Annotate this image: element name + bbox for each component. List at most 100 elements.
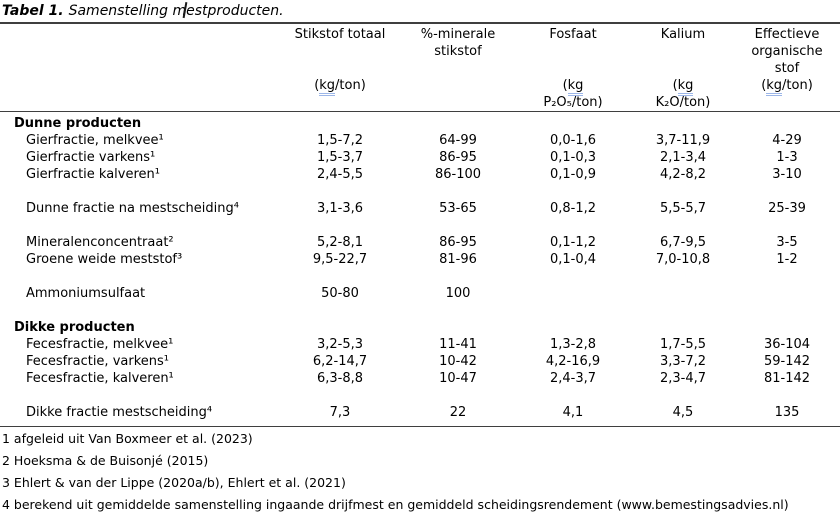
row-label: Groene weide meststof³ — [26, 252, 183, 267]
column-name: Fosfaat — [549, 27, 597, 42]
column-unit — [0, 77, 280, 111]
column-name: Stikstof totaal — [294, 27, 386, 42]
caption-text: Samenstelling mestproducten. — [68, 3, 284, 19]
cell — [630, 115, 736, 132]
table-row: Dikke producten — [0, 319, 840, 336]
row-label: Gierfractie, melkvee¹ — [26, 133, 164, 148]
column-header-fosfaat: Fosfaat (kg P₂O₅/ton) — [516, 26, 630, 111]
footnote: 3 Ehlert & van der Lippe (2020a/b), Ehle… — [2, 475, 346, 490]
table-row: Dikke fractie mestscheiding⁴ 7,3 22 4,1 4,5 1… — [0, 404, 840, 421]
cell: 86-100 — [434, 167, 482, 182]
table-body: Dunne producten Gierfractie, melkvee¹ 1,5-… — [0, 112, 840, 426]
cell: 3,1-3,6 — [316, 201, 364, 216]
cell: 135 — [774, 405, 800, 420]
cell: 5,2-8,1 — [316, 235, 364, 250]
spacer-row — [0, 183, 840, 200]
cell: 25-39 — [768, 201, 806, 216]
footnote: 4 berekend uit gemiddelde samenstelling … — [2, 497, 789, 512]
cell: 50-80 — [321, 286, 359, 301]
column-name — [0, 26, 280, 77]
cell — [630, 319, 736, 336]
row-label: Dunne fractie na mestscheiding⁴ — [26, 201, 239, 216]
cell: 7,3 — [329, 405, 351, 420]
cell: 1,5-7,2 — [316, 133, 364, 148]
grammar-underline: kg — [319, 78, 336, 96]
cell: 1,7-5,5 — [659, 337, 707, 352]
column-header-effectieve-organische-stof: Effectieve organische stof (kg/ton) — [736, 26, 838, 111]
column-unit: (kg/ton) — [280, 77, 400, 111]
cell: 1,3-2,8 — [549, 337, 597, 352]
cell: 64-99 — [439, 133, 477, 148]
spacer-row — [0, 302, 840, 319]
column-header-stikstof-totaal: Stikstof totaal (kg/ton) — [280, 26, 400, 111]
grammar-underline: kg — [567, 78, 584, 96]
table-row: Dunne fractie na mestscheiding⁴ 3,1-3,6 53… — [0, 200, 840, 217]
cell: 9,5-22,7 — [312, 252, 368, 267]
spacer-row — [0, 387, 840, 404]
column-unit — [400, 77, 516, 111]
cell — [516, 115, 630, 132]
cell: 59-142 — [763, 354, 811, 369]
table-bottom-rule — [0, 426, 840, 427]
cell: 2,1-3,4 — [659, 150, 707, 165]
cell: 0,0-1,6 — [549, 133, 597, 148]
cell — [280, 319, 400, 336]
cell: 2,4-5,5 — [316, 167, 364, 182]
cell: 0,8-1,2 — [549, 201, 597, 216]
column-header-minerale-stikstof: %-minerale stikstof — [400, 26, 516, 111]
table-caption: Tabel 1. Samenstelling mestproducten. — [0, 0, 840, 22]
cell — [630, 285, 736, 302]
cell: 3-10 — [772, 167, 802, 182]
cell: 0,1-0,4 — [549, 252, 597, 267]
cell — [280, 115, 400, 132]
row-label: Mineralenconcentraat² — [26, 235, 174, 250]
table-top-rule — [0, 22, 840, 24]
footnotes: 1 afgeleid uit Van Boxmeer et al. (2023)… — [0, 427, 840, 515]
cell: 4,5 — [672, 405, 694, 420]
column-name: %-minerale stikstof — [420, 27, 496, 59]
cell — [736, 285, 838, 302]
cell: 7,0-10,8 — [655, 252, 711, 267]
table-row: Groene weide meststof³ 9,5-22,7 81-96 0,1-0… — [0, 251, 840, 268]
cell: 0,1-1,2 — [549, 235, 597, 250]
cell — [400, 319, 516, 336]
cell: 86-95 — [439, 235, 477, 250]
footnote: 1 afgeleid uit Van Boxmeer et al. (2023) — [2, 431, 253, 446]
table-row: Mineralenconcentraat² 5,2-8,1 86-95 0,1-1,2… — [0, 234, 840, 251]
cell: 100 — [445, 286, 471, 301]
row-label: Gierfractie kalveren¹ — [26, 167, 160, 182]
cell: 10-47 — [439, 371, 477, 386]
cell: 86-95 — [439, 150, 477, 165]
cell: 53-65 — [439, 201, 477, 216]
row-label: Gierfractie varkens¹ — [26, 150, 156, 165]
column-header-product — [0, 26, 280, 111]
cell: 1,5-3,7 — [316, 150, 364, 165]
cell — [516, 319, 630, 336]
table-header-row: Stikstof totaal (kg/ton) %-minerale stikst… — [0, 24, 840, 112]
cell: 81-142 — [763, 371, 811, 386]
section-header: Dunne producten — [14, 116, 142, 131]
row-label: Fecesfractie, melkvee¹ — [26, 337, 174, 352]
table-row: Fecesfractie, kalveren¹ 6,3-8,8 10-47 2,4-3… — [0, 370, 840, 387]
cell: 4,2-16,9 — [545, 354, 601, 369]
cell — [516, 285, 630, 302]
cell: 2,3-4,7 — [659, 371, 707, 386]
cell: 6,7-9,5 — [659, 235, 707, 250]
cell: 4,2-8,2 — [659, 167, 707, 182]
cell: 1-3 — [776, 150, 798, 165]
spacer-row — [0, 217, 840, 234]
cell: 3,3-7,2 — [659, 354, 707, 369]
cell: 5,5-5,7 — [659, 201, 707, 216]
cell: 11-41 — [439, 337, 477, 352]
cell — [736, 115, 838, 132]
table-row: Fecesfractie, melkvee¹ 3,2-5,3 11-41 1,3-2,… — [0, 336, 840, 353]
table-row: Fecesfractie, varkens¹ 6,2-14,7 10-42 4,2-1… — [0, 353, 840, 370]
cell: 3-5 — [776, 235, 798, 250]
row-label: Fecesfractie, varkens¹ — [26, 354, 169, 369]
spacer-row — [0, 268, 840, 285]
row-label: Dikke fractie mestscheiding⁴ — [26, 405, 213, 420]
footnote: 2 Hoeksma & de Buisonjé (2015) — [2, 453, 209, 468]
column-unit: (kg P₂O₅/ton) — [543, 78, 603, 110]
column-header-kalium: Kalium (kg K₂O/ton) — [630, 26, 736, 111]
